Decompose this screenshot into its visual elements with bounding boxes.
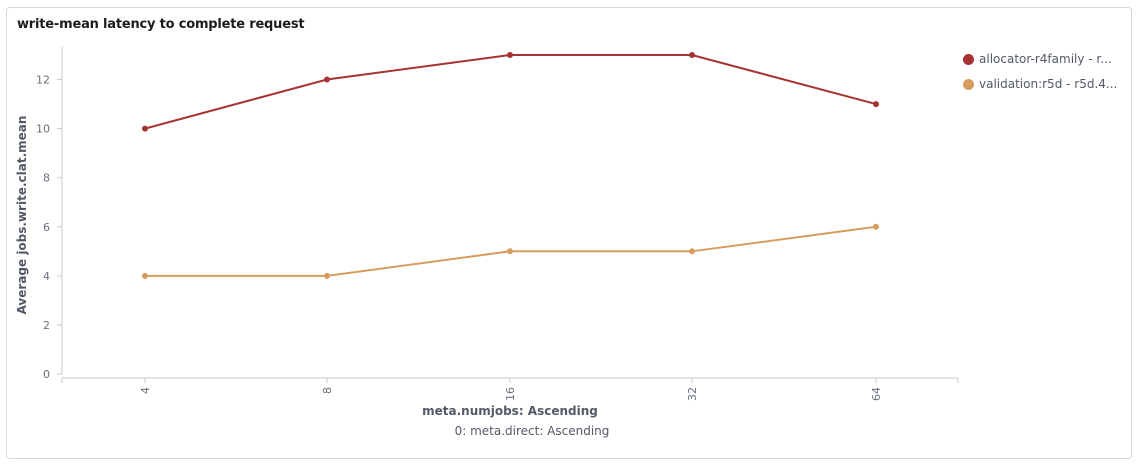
legend-swatch-icon xyxy=(963,53,974,65)
y-tick-label: 6 xyxy=(43,221,50,234)
data-point[interactable] xyxy=(689,52,695,58)
x-tick-label: 16 xyxy=(504,387,517,401)
legend-item-series-0[interactable]: allocator-r4family - r... xyxy=(963,48,1133,70)
x-axis: 4 8 16 32 64 xyxy=(61,377,959,401)
data-point[interactable] xyxy=(142,272,148,279)
data-point[interactable] xyxy=(873,223,879,230)
data-point[interactable] xyxy=(507,248,513,255)
legend-label: validation:r5d - r5d.4... xyxy=(979,77,1118,91)
y-tick-label: 10 xyxy=(36,123,50,136)
data-point[interactable] xyxy=(689,248,695,255)
x-tick-label: 64 xyxy=(870,387,883,401)
series-line-0 xyxy=(144,54,877,130)
legend-swatch-icon xyxy=(963,78,974,90)
panel-title: write-mean latency to complete request xyxy=(17,17,305,32)
x-tick-label: 8 xyxy=(321,387,334,394)
data-point[interactable] xyxy=(507,52,513,58)
x-axis-subtitle: 0: meta.direct: Ascending xyxy=(455,424,610,438)
x-axis-title: meta.numjobs: Ascending xyxy=(422,404,598,418)
data-point[interactable] xyxy=(142,125,148,132)
y-tick-label: 8 xyxy=(43,172,50,185)
chart-legend: allocator-r4family - r... validation:r5d… xyxy=(963,48,1133,98)
legend-item-series-1[interactable]: validation:r5d - r5d.4... xyxy=(963,73,1133,95)
y-tick-label: 0 xyxy=(43,368,50,381)
y-axis: 0 2 4 6 8 10 12 xyxy=(36,47,63,381)
visualization-panel: write-mean latency to complete request xyxy=(6,7,1132,459)
x-tick-label: 32 xyxy=(686,387,699,401)
y-tick-label: 4 xyxy=(43,270,50,283)
data-point[interactable] xyxy=(324,272,330,279)
y-tick-label: 2 xyxy=(43,319,50,332)
x-tick-label: 4 xyxy=(139,387,152,394)
y-axis-title: Average jobs.write.clat.mean xyxy=(15,116,29,315)
legend-label: allocator-r4family - r... xyxy=(979,52,1112,66)
y-tick-label: 12 xyxy=(36,74,50,87)
data-point[interactable] xyxy=(873,101,879,108)
data-point[interactable] xyxy=(324,76,330,83)
series-layer xyxy=(142,52,879,279)
